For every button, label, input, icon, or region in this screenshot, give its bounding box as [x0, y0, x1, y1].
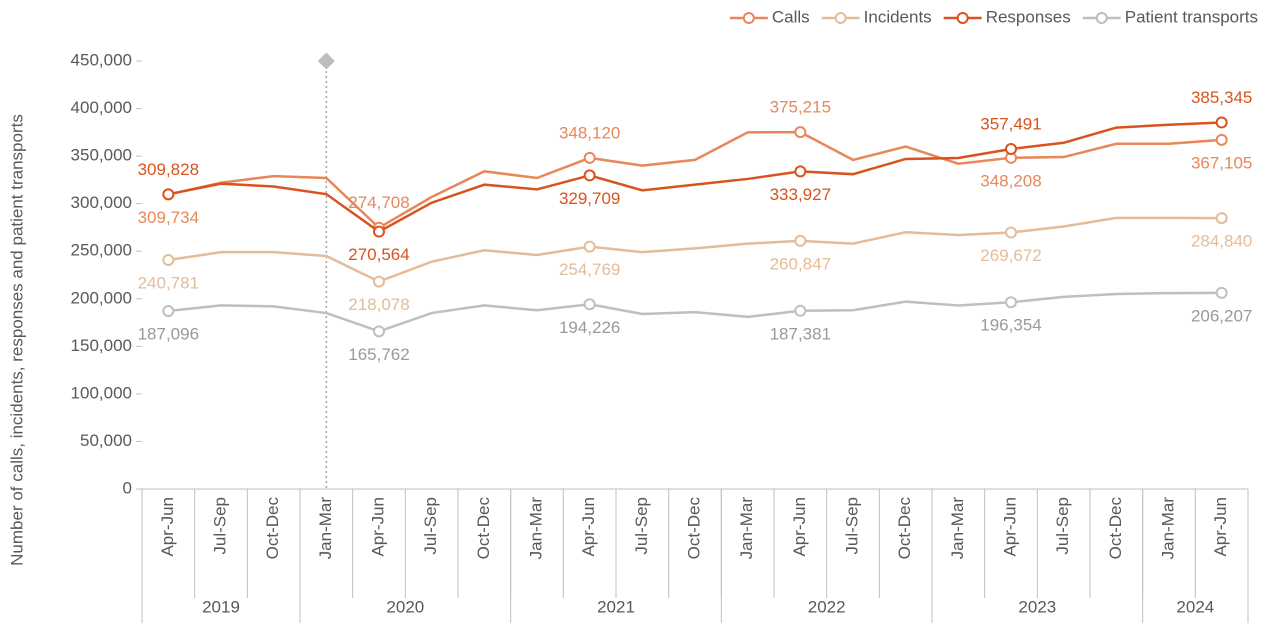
data-label: 385,345 — [1191, 88, 1252, 107]
y-tick-label: 100,000 — [71, 383, 132, 402]
data-label: 309,734 — [138, 208, 199, 227]
data-label: 218,078 — [348, 295, 409, 314]
x-tick-label: Jan-Mar — [316, 497, 335, 560]
y-tick-label: 0 — [123, 478, 132, 497]
data-label: 260,847 — [770, 254, 831, 273]
legend-marker — [956, 12, 969, 24]
x-tick-label: Jan-Mar — [1158, 497, 1177, 560]
x-tick-label: Jul-Sep — [210, 497, 229, 555]
data-label: 269,672 — [980, 246, 1041, 265]
data-label: 196,354 — [980, 316, 1041, 335]
point-marker — [583, 151, 596, 164]
divider-marker — [317, 52, 335, 70]
point-marker — [373, 325, 385, 338]
y-tick-label: 200,000 — [71, 288, 132, 307]
point-marker — [794, 126, 807, 139]
point-marker — [794, 165, 807, 178]
point-marker — [162, 253, 175, 266]
data-label: 375,215 — [770, 98, 831, 117]
x-tick-label: Apr-Jun — [579, 497, 598, 557]
data-label: 274,708 — [348, 193, 409, 212]
x-tick-label: Jul-Sep — [1053, 497, 1072, 555]
x-tick-label: Oct-Dec — [474, 497, 493, 560]
data-label: 309,828 — [138, 160, 199, 179]
point-marker — [162, 305, 175, 318]
x-tick-label: Oct-Dec — [1106, 497, 1125, 560]
data-label: 333,927 — [770, 185, 831, 204]
data-label: 329,709 — [559, 189, 620, 208]
y-tick-label: 50,000 — [80, 431, 132, 450]
x-tick-label: Jan-Mar — [948, 497, 967, 560]
y-tick-label: 300,000 — [71, 193, 132, 212]
group-label: 2020 — [386, 597, 424, 616]
x-tick-label: Oct-Dec — [263, 497, 282, 560]
point-marker — [162, 188, 175, 201]
legend-marker — [742, 12, 755, 24]
data-label: 270,564 — [348, 245, 409, 264]
x-tick-label: Jan-Mar — [526, 497, 545, 560]
series-line — [168, 291, 1222, 333]
point-marker — [1215, 286, 1228, 299]
x-tick-label: Apr-Jun — [790, 497, 809, 557]
legend-label: Calls — [772, 7, 810, 26]
data-label: 367,105 — [1191, 153, 1252, 172]
data-label: 284,840 — [1191, 232, 1252, 251]
group-label: 2024 — [1176, 597, 1214, 616]
legend-marker — [1095, 12, 1108, 24]
data-label: 187,096 — [138, 325, 199, 344]
series-line — [168, 216, 1222, 283]
y-axis-label: Number of calls, incidents, responses an… — [7, 114, 26, 566]
x-tick-label: Jul-Sep — [421, 497, 440, 555]
x-tick-label: Apr-Jun — [158, 497, 177, 557]
x-tick-label: Apr-Jun — [368, 497, 387, 557]
x-tick-label: Oct-Dec — [684, 497, 703, 560]
point-marker — [1005, 226, 1017, 239]
point-marker — [583, 298, 596, 311]
x-tick-label: Apr-Jun — [1000, 497, 1019, 557]
x-tick-label: Jul-Sep — [842, 497, 861, 555]
data-label: 348,208 — [980, 171, 1041, 190]
y-tick-label: 150,000 — [71, 336, 132, 355]
data-label: 348,120 — [559, 123, 620, 142]
legend-label: Incidents — [864, 7, 932, 26]
point-marker — [583, 169, 596, 182]
point-marker — [794, 304, 807, 317]
point-marker — [1215, 212, 1228, 225]
point-marker — [1005, 142, 1017, 155]
data-label: 187,381 — [770, 324, 831, 343]
series-line — [168, 130, 1222, 230]
x-tick-label: Jul-Sep — [632, 497, 651, 555]
point-marker — [373, 275, 385, 288]
x-tick-label: Apr-Jun — [1211, 497, 1230, 557]
data-label: 165,762 — [348, 345, 409, 364]
data-label: 194,226 — [559, 318, 620, 337]
data-label: 357,491 — [980, 114, 1041, 133]
group-label: 2021 — [597, 597, 635, 616]
data-label: 240,781 — [138, 273, 199, 292]
point-marker — [1005, 296, 1017, 309]
data-label: 254,769 — [559, 260, 620, 279]
point-marker — [794, 234, 807, 247]
data-label: 206,207 — [1191, 306, 1252, 325]
group-label: 2019 — [202, 597, 240, 616]
y-tick-label: 250,000 — [71, 241, 132, 260]
legend-label: Responses — [986, 7, 1071, 26]
group-label: 2023 — [1018, 597, 1056, 616]
point-marker — [1215, 133, 1228, 146]
point-marker — [373, 225, 385, 238]
legend-label: Patient transports — [1125, 7, 1258, 26]
x-tick-label: Jan-Mar — [737, 497, 756, 560]
series-line — [168, 121, 1222, 234]
y-tick-label: 400,000 — [71, 98, 132, 117]
y-tick-label: 350,000 — [71, 146, 132, 165]
y-tick-label: 450,000 — [71, 50, 132, 69]
point-marker — [583, 240, 596, 253]
legend-marker — [834, 12, 847, 24]
point-marker — [1215, 116, 1228, 129]
x-tick-label: Oct-Dec — [895, 497, 914, 560]
group-label: 2022 — [808, 597, 846, 616]
